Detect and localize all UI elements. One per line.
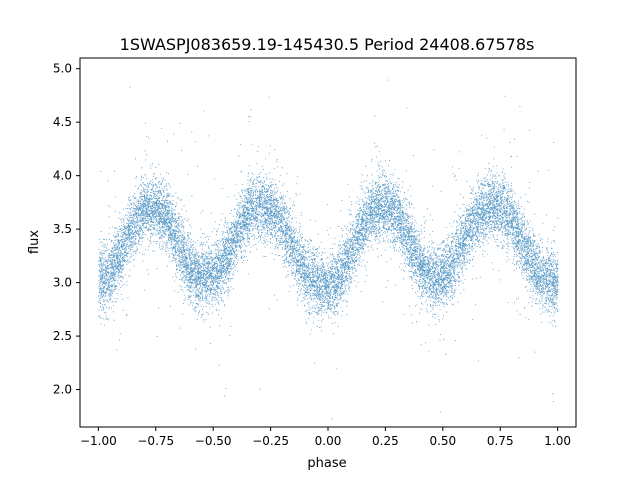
y-axis-label: flux xyxy=(27,230,42,254)
x-tick-label: 0.25 xyxy=(372,434,399,448)
y-tick-label: 4.0 xyxy=(53,169,72,183)
y-tick-label: 3.5 xyxy=(53,222,72,236)
x-tick-label: 0.50 xyxy=(429,434,456,448)
x-tick-label: −1.00 xyxy=(80,434,117,448)
scatter-point-cloud xyxy=(98,79,559,420)
scatter-points xyxy=(98,79,559,420)
x-tick-label: −0.50 xyxy=(195,434,232,448)
x-tick-label: 1.00 xyxy=(544,434,571,448)
y-axis: 2.0 2.5 3.0 3.5 4.0 4.5 5.0 xyxy=(53,62,80,397)
x-tick-label: −0.25 xyxy=(252,434,289,448)
y-tick-label: 2.0 xyxy=(53,383,72,397)
chart-title: 1SWASPJ083659.19-145430.5 Period 24408.6… xyxy=(120,35,535,54)
y-tick-label: 5.0 xyxy=(53,62,72,76)
x-axis-label: phase xyxy=(307,456,346,471)
y-tick-label: 2.5 xyxy=(53,329,72,343)
x-tick-label: 0.75 xyxy=(487,434,514,448)
x-axis: −1.00 −0.75 −0.50 −0.25 0.00 0.25 0.50 0.75 1.00 xyxy=(80,427,571,448)
x-tick-label: 0.00 xyxy=(315,434,342,448)
y-tick-label: 3.0 xyxy=(53,276,72,290)
x-tick-label: −0.75 xyxy=(137,434,174,448)
y-tick-label: 4.5 xyxy=(53,115,72,129)
